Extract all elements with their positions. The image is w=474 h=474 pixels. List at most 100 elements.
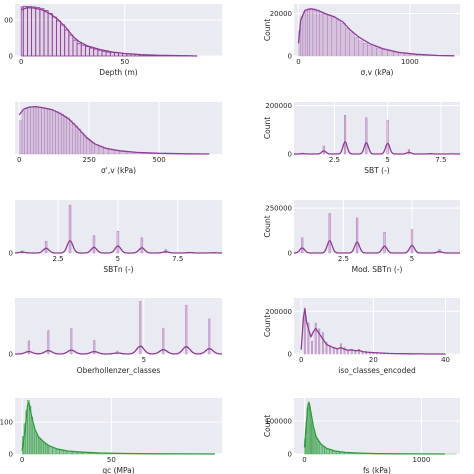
- histogram-bar: [314, 322, 317, 355]
- x-tick-label: 1000: [413, 456, 431, 464]
- x-tick-label: 0: [17, 156, 21, 164]
- histogram-bar: [321, 332, 324, 355]
- y-tick-label: 0: [288, 151, 292, 159]
- histogram-bar: [336, 19, 341, 57]
- histogram-bar: [328, 213, 331, 254]
- histogram-bar: [69, 120, 73, 155]
- kde-curve: [14, 240, 222, 254]
- histogram-bar: [93, 48, 99, 57]
- histogram-bar: [317, 441, 320, 455]
- histogram-bar: [109, 51, 115, 57]
- x-tick-label: 1000: [401, 58, 419, 66]
- y-axis-label: Count: [263, 117, 272, 139]
- y-tick-label: 0: [288, 451, 292, 459]
- kde-curve: [303, 402, 445, 455]
- x-tick-label: 2.5: [53, 255, 64, 263]
- x-tick-label: 250: [82, 156, 95, 164]
- x-axis-label: fs (kPa): [363, 466, 391, 474]
- histogram-panel: 0 20 40 0 200000 iso_classes_encoded Count: [263, 298, 460, 375]
- kde-curve: [18, 105, 210, 155]
- histogram-bar: [27, 6, 32, 57]
- histogram-bar: [68, 34, 74, 57]
- plot-area: [294, 298, 460, 354]
- histogram-bar: [83, 135, 87, 155]
- y-tick-label: 20000: [270, 10, 292, 18]
- histogram-bar: [312, 8, 317, 57]
- histogram-bar: [22, 6, 28, 57]
- histogram-bar: [60, 24, 66, 57]
- histogram-bar: [344, 115, 347, 155]
- histogram-bar: [316, 10, 320, 57]
- histogram-bar: [47, 108, 51, 155]
- plot-area: [294, 200, 460, 253]
- histogram-bar: [185, 305, 188, 355]
- histogram-panel: 5 0 Oberhollenzer_classes: [9, 298, 222, 375]
- histogram-bar: [343, 347, 346, 355]
- histogram-bar: [336, 348, 339, 355]
- y-tick-label: 0: [288, 351, 292, 359]
- histogram-bar: [88, 140, 93, 155]
- x-axis-label: Depth (m): [99, 68, 137, 77]
- x-tick-label: 50: [107, 456, 116, 464]
- x-tick-label: 0: [19, 58, 23, 66]
- histogram-bar: [41, 441, 44, 455]
- histogram-bar: [105, 51, 111, 57]
- histogram-bar: [86, 138, 90, 155]
- x-axis-label: Oberhollenzer_classes: [77, 366, 161, 375]
- histogram-bar: [307, 8, 310, 57]
- histogram-bar: [47, 12, 53, 57]
- y-tick-label: 00: [4, 16, 13, 24]
- x-tick-label: 500: [152, 156, 165, 164]
- histogram-bar: [39, 439, 42, 455]
- histogram-bar: [27, 340, 30, 355]
- histogram-bar: [162, 327, 165, 355]
- histogram-bar: [303, 307, 306, 355]
- histogram-bar: [37, 437, 41, 455]
- y-tick-label: 0: [9, 53, 13, 61]
- x-tick-label: 5: [385, 156, 389, 164]
- histogram-bar: [386, 119, 389, 155]
- histogram-bar: [321, 445, 325, 455]
- histogram-bar: [387, 50, 394, 57]
- histogram-bar: [39, 8, 45, 57]
- histogram-bar: [35, 106, 39, 155]
- histogram-bar: [327, 15, 333, 57]
- histogram-bar: [322, 145, 325, 155]
- histogram-bar: [371, 46, 377, 57]
- histogram-bar: [316, 438, 319, 455]
- x-tick-label: 2.5: [329, 156, 340, 164]
- histogram-bar: [58, 112, 62, 155]
- histogram-bar: [34, 431, 37, 455]
- x-tick-label: 5: [116, 255, 120, 263]
- histogram-bar: [55, 111, 59, 155]
- kde-curve: [293, 141, 461, 155]
- histogram-bar: [30, 106, 34, 155]
- x-tick-label: 7.5: [172, 255, 183, 263]
- x-axis-label: SBT (-): [364, 166, 390, 175]
- plot-area: [15, 102, 222, 154]
- histogram-bar: [325, 341, 328, 355]
- histogram-bar: [355, 217, 359, 254]
- histogram-bar: [140, 237, 144, 254]
- histogram-bar: [52, 110, 56, 155]
- histogram-bar: [365, 117, 368, 155]
- histogram-bar: [24, 108, 28, 155]
- histogram-bar: [340, 22, 346, 57]
- y-tick-label: 0: [288, 53, 292, 61]
- histogram-bar: [318, 328, 321, 355]
- histogram-panel: 2.5 5 0 250000 Mod. SBTn (-) Count: [263, 200, 461, 274]
- x-tick-label: 2.5: [338, 255, 349, 263]
- x-tick-label: 0: [296, 58, 300, 66]
- histogram-bar: [63, 115, 67, 155]
- y-tick-label: 0: [9, 451, 13, 459]
- histogram-bar: [319, 11, 324, 57]
- histogram-bar: [44, 240, 48, 254]
- histogram-bar: [38, 106, 42, 155]
- histogram-bar: [70, 328, 73, 355]
- y-tick-label: 0: [9, 250, 13, 258]
- histogram-bar: [74, 125, 79, 155]
- histogram-bar: [367, 45, 373, 57]
- kde-curve: [293, 240, 461, 254]
